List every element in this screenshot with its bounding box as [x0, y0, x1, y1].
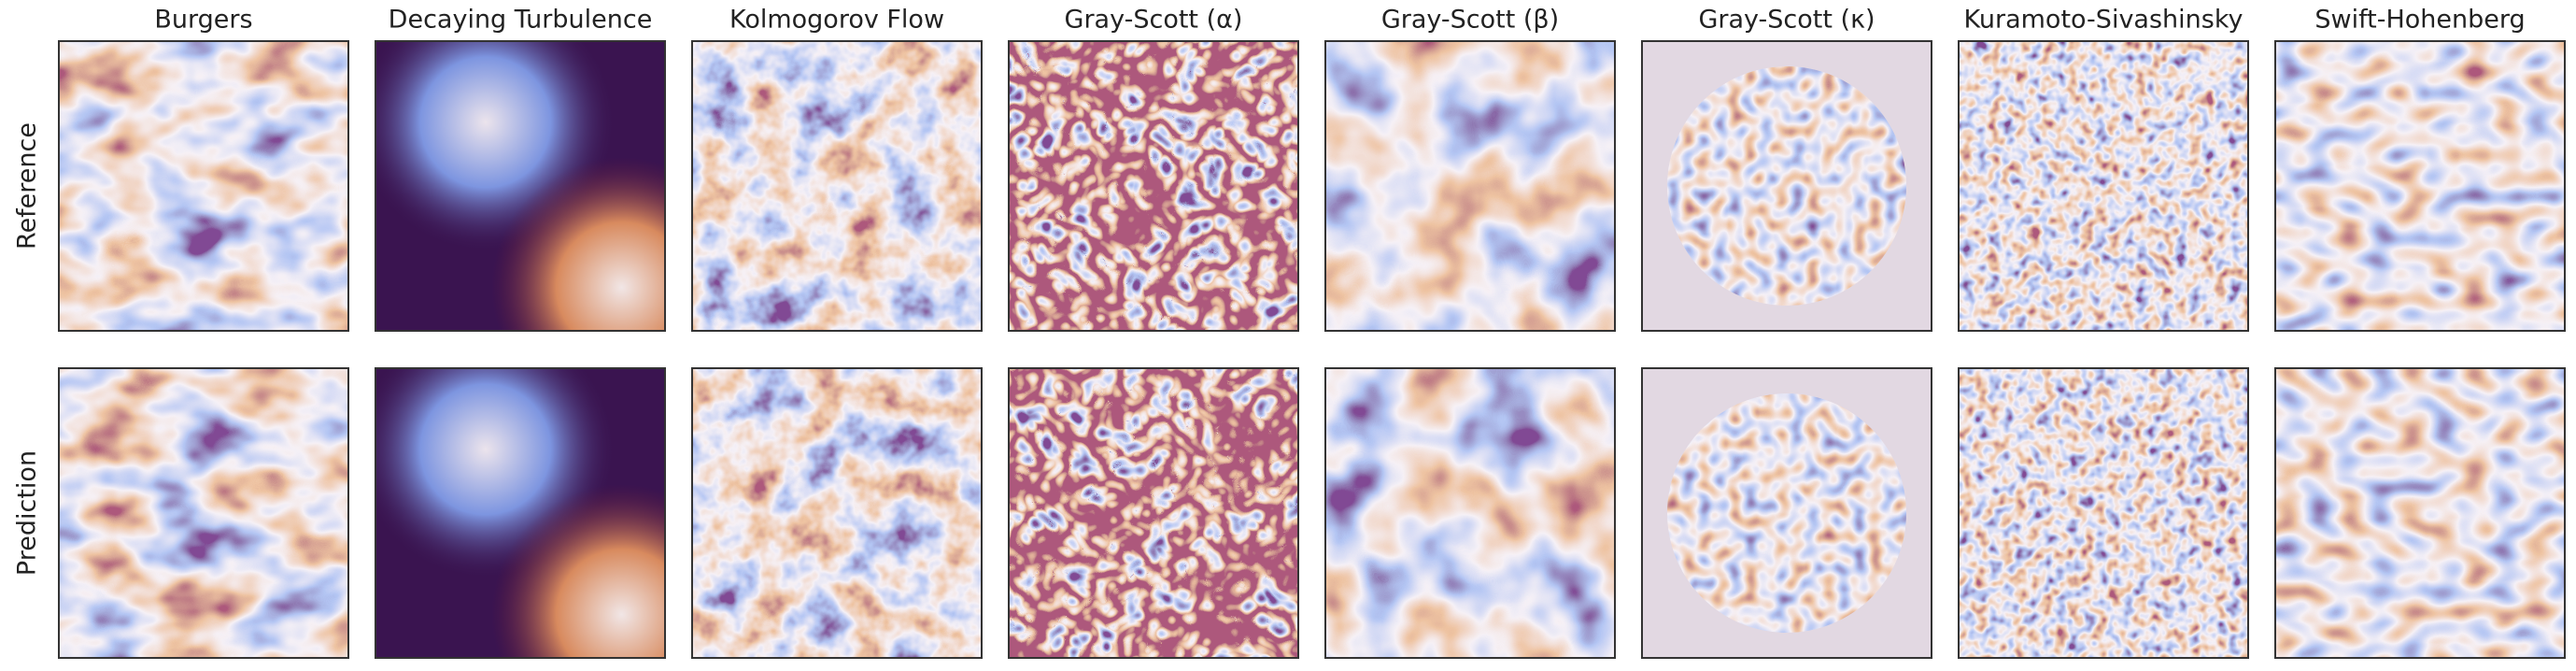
row-label: Prediction: [13, 450, 42, 576]
panel-frame: [58, 40, 349, 332]
column-title: Burgers: [154, 6, 252, 35]
field-panel: [375, 40, 666, 332]
column-title: Gray-Scott (β): [1381, 6, 1559, 35]
field-panel: [1958, 367, 2249, 659]
column-title: Gray-Scott (α): [1065, 6, 1243, 35]
panel-frame: [58, 367, 349, 659]
field-panel: [1958, 40, 2249, 332]
field-panel: [2274, 40, 2566, 332]
panel-frame: [375, 367, 666, 659]
panel-frame: [1958, 40, 2249, 332]
field-panel: [1324, 40, 1616, 332]
panel-frame: [1324, 367, 1616, 659]
panel-frame: [375, 40, 666, 332]
field-panel: [1641, 40, 1932, 332]
column-title: Kolmogorov Flow: [729, 6, 944, 35]
field-panel: [58, 40, 349, 332]
panel-frame: [2274, 367, 2566, 659]
field-panel: [1008, 40, 1299, 332]
panel-frame: [1008, 367, 1299, 659]
field-panel: [1324, 367, 1616, 659]
panel-frame: [1008, 40, 1299, 332]
field-panel: [375, 367, 666, 659]
panel-frame: [1641, 367, 1932, 659]
column-title: Decaying Turbulence: [389, 6, 653, 35]
panel-frame: [1324, 40, 1616, 332]
row-label: Reference: [13, 122, 42, 250]
panel-frame: [1641, 40, 1932, 332]
column-title: Swift-Hohenberg: [2314, 6, 2525, 35]
field-panel: [1008, 367, 1299, 659]
field-panel: [1641, 367, 1932, 659]
panel-frame: [691, 367, 983, 659]
field-panel: [691, 40, 983, 332]
panel-frame: [2274, 40, 2566, 332]
field-panel: [2274, 367, 2566, 659]
panel-frame: [691, 40, 983, 332]
field-panel: [691, 367, 983, 659]
column-title: Gray-Scott (κ): [1698, 6, 1875, 35]
panel-frame: [1958, 367, 2249, 659]
column-title: Kuramoto-Sivashinsky: [1964, 6, 2243, 35]
field-panel: [58, 367, 349, 659]
